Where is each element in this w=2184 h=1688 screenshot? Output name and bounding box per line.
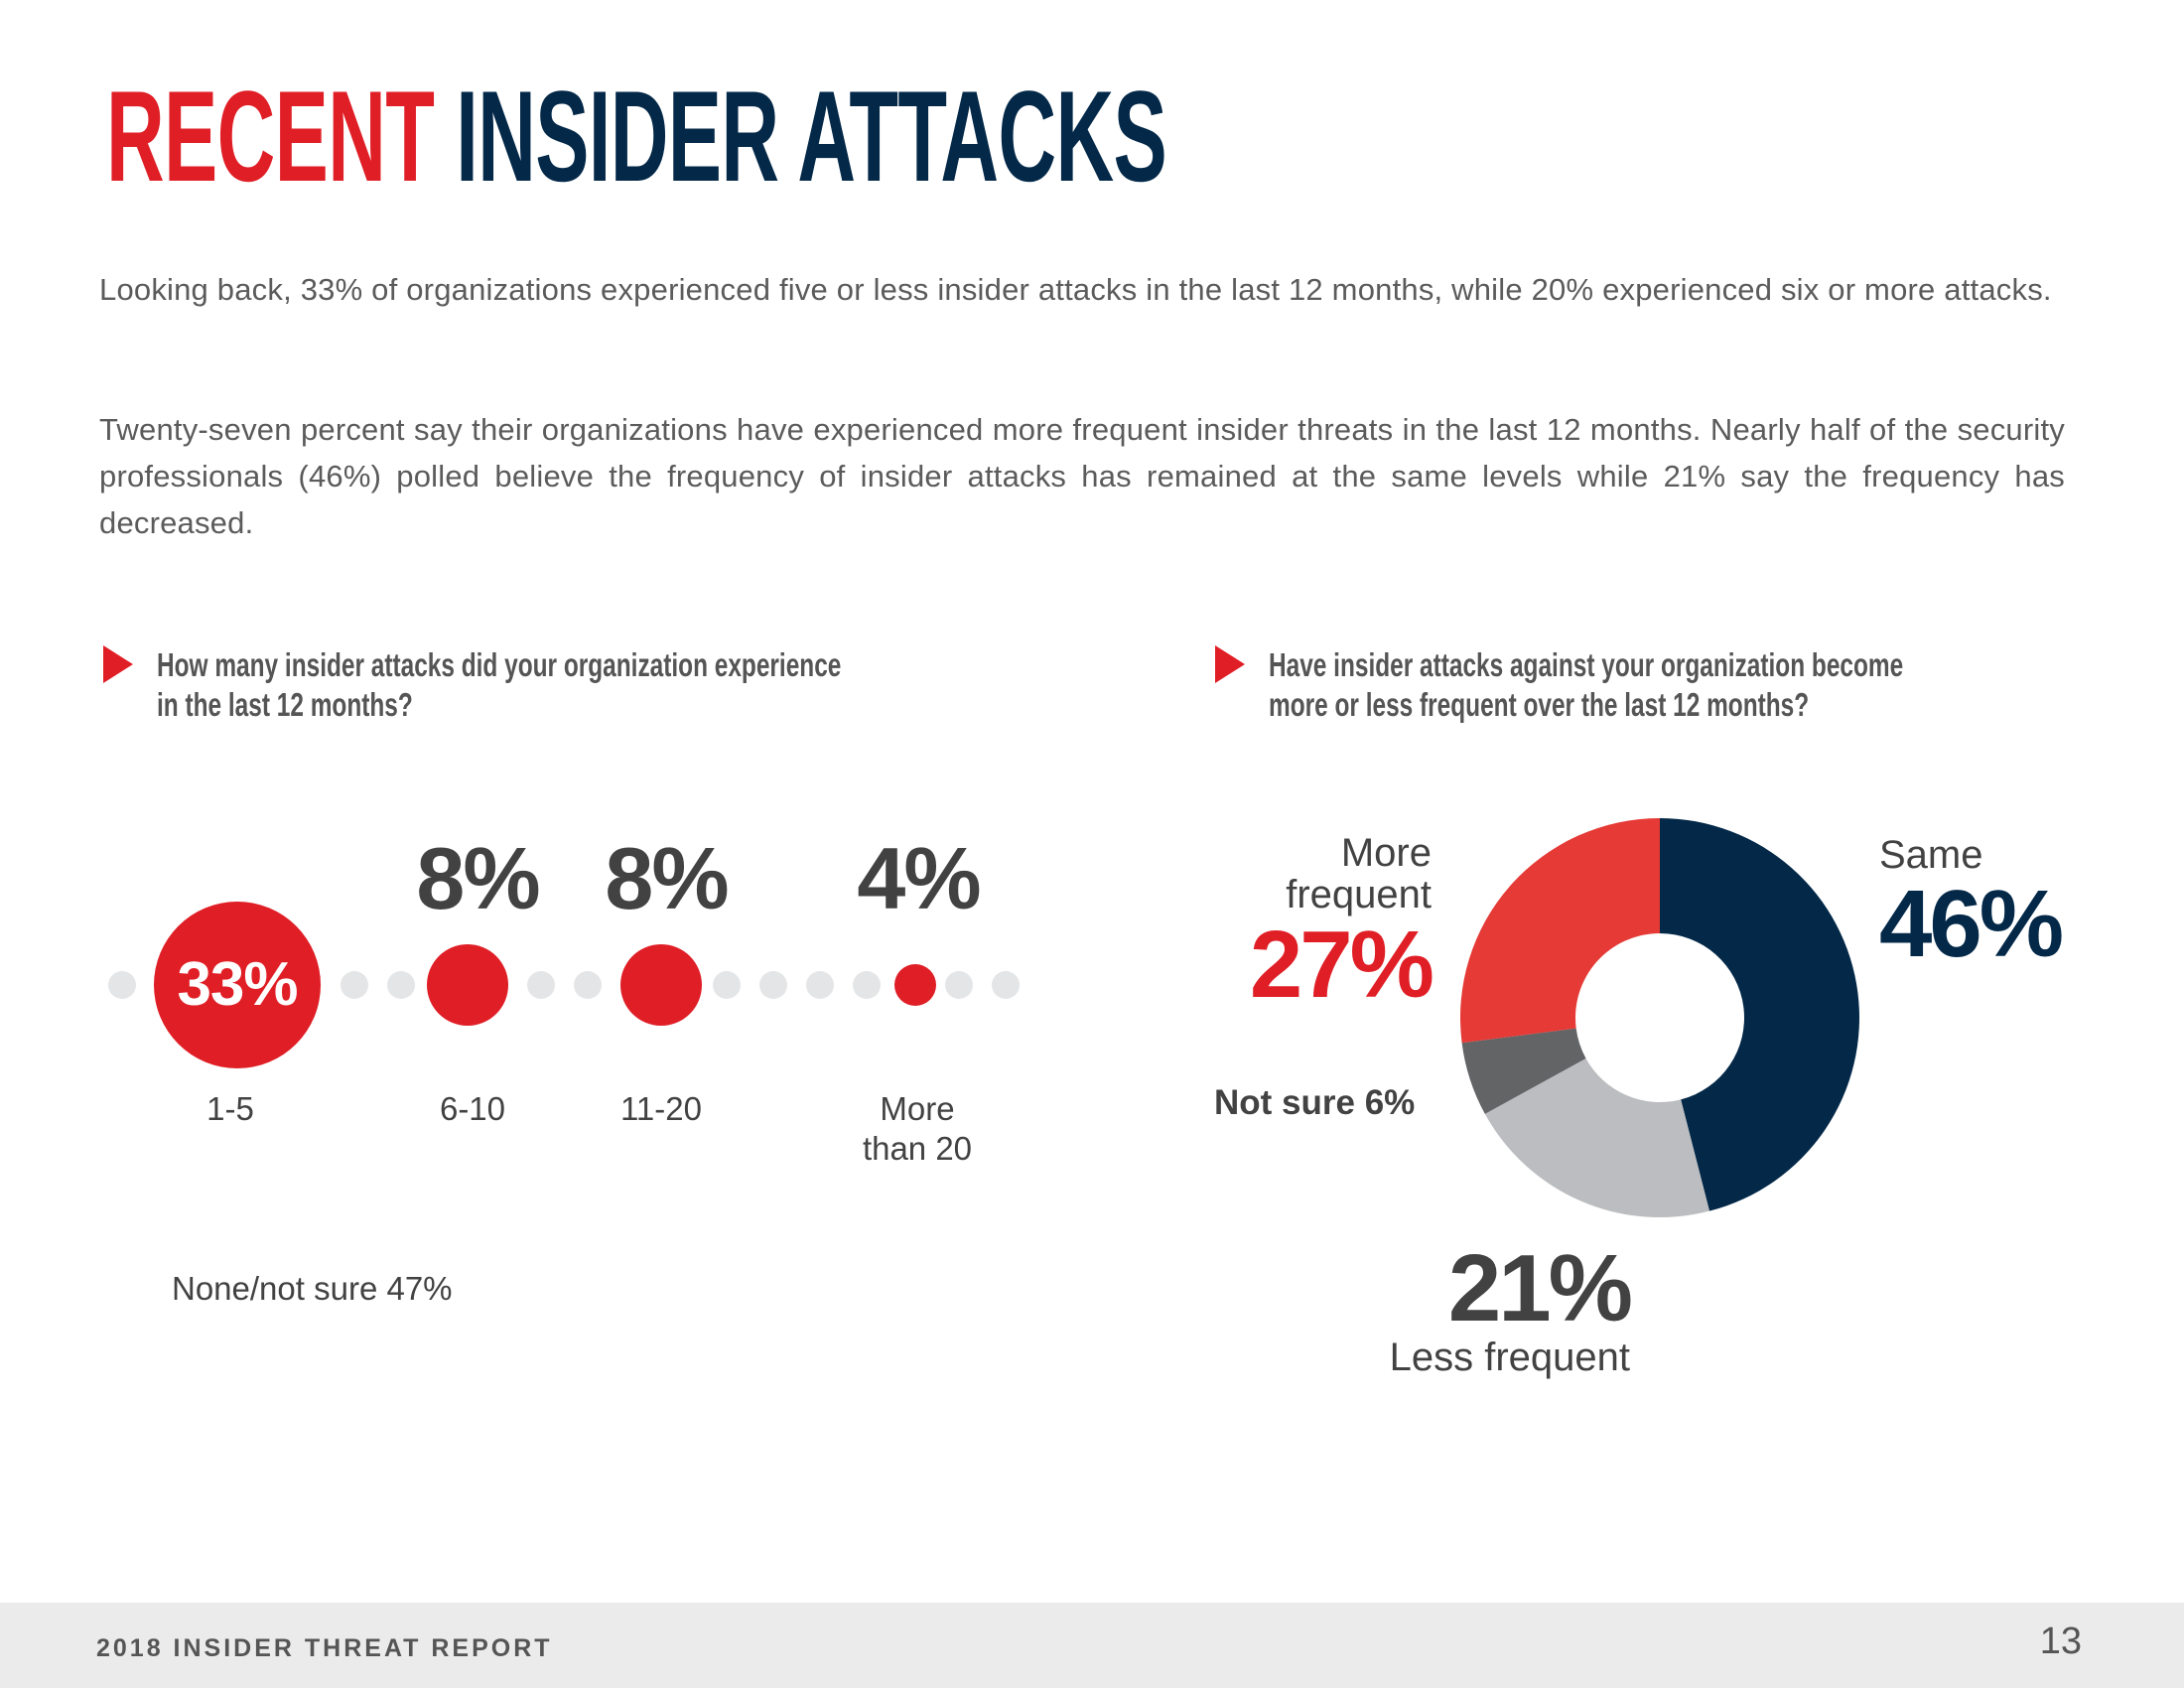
question-left-line-1: How many insider attacks did your organi…: [157, 646, 842, 683]
question-marker-triangle-icon: [1215, 645, 1245, 683]
page-number: 13: [2039, 1620, 2082, 1662]
category-label-line-1: More: [880, 1090, 955, 1127]
donut-label-not-sure: Not sure 6%: [1214, 1083, 1416, 1122]
donut-segment-more-frequent: [1460, 818, 1660, 1044]
title-main-words: INSIDER ATTACKS: [456, 64, 1167, 209]
question-marker-triangle-icon: [103, 645, 133, 683]
track-dot: [341, 971, 368, 999]
attack-count-dot-chart: 33% 8% 8% 4% 1-5 6-10 11-20 More than 20: [0, 0, 1092, 1340]
page-footer: [0, 1603, 2184, 1688]
less-frequent-pct: 21%: [1447, 1235, 1633, 1341]
page-title: RECENT INSIDER ATTACKS: [106, 62, 1167, 211]
question-right: Have insider attacks against your organi…: [1269, 645, 1903, 725]
donut-segment-same: [1660, 818, 1860, 1211]
value-dot-6-10: [427, 944, 508, 1026]
track-dot: [853, 971, 881, 999]
question-left-line-2: in the last 12 months?: [157, 686, 413, 723]
value-pct-11-20: 8%: [605, 829, 729, 927]
donut-segment-not-sure: [1461, 1028, 1586, 1114]
track-dot: [387, 971, 415, 999]
category-label-line-2: than 20: [862, 1130, 973, 1167]
value-pct-6-10: 8%: [416, 829, 540, 927]
none-not-sure-note: None/not sure 47%: [172, 1270, 453, 1307]
category-label-6-10: 6-10: [439, 1090, 506, 1127]
track-dot: [574, 971, 602, 999]
track-dot: [945, 971, 973, 999]
question-right-line-2: more or less frequent over the last 12 m…: [1269, 686, 1810, 723]
value-pct-more-than-20: 4%: [857, 829, 981, 927]
value-dot-more-than-20: [894, 964, 936, 1006]
donut-label-same: Same 46%: [1879, 833, 2064, 977]
category-label-11-20: 11-20: [620, 1090, 702, 1127]
track-dot: [759, 971, 787, 999]
track-dot: [992, 971, 1020, 999]
footer-report-title: 2018 INSIDER THREAT REPORT: [96, 1634, 553, 1662]
intro-paragraph-2: Twenty-seven percent say their organizat…: [99, 412, 2065, 540]
same-label: Same: [1879, 833, 1983, 877]
donut-label-less-frequent: 21% Less frequent: [1389, 1235, 1633, 1379]
more-frequent-pct: 27%: [1249, 912, 1434, 1018]
intro-paragraph-1: Looking back, 33% of organizations exper…: [99, 272, 2052, 307]
donut-label-more-frequent: More frequent 27%: [1249, 831, 1434, 1018]
track-dot: [108, 971, 136, 999]
question-right-line-1: Have insider attacks against your organi…: [1269, 646, 1904, 683]
value-dot-11-20: [620, 944, 702, 1026]
frequency-donut-chart: [1460, 818, 1860, 1217]
track-dot: [713, 971, 741, 999]
donut-segment-less-frequent: [1484, 1057, 1709, 1217]
same-pct: 46%: [1879, 871, 2064, 977]
track-dot: [806, 971, 834, 999]
category-label-1-5: 1-5: [206, 1090, 254, 1127]
less-frequent-label: Less frequent: [1389, 1336, 1630, 1379]
title-accent-word: RECENT: [106, 64, 435, 209]
question-left: How many insider attacks did your organi…: [157, 645, 841, 725]
value-dot-1-5: [154, 902, 321, 1068]
category-label-more-than-20: More than 20: [798, 1089, 1036, 1169]
value-pct-1-5: 33%: [177, 950, 298, 1019]
more-frequent-label-line-1: More: [1340, 831, 1432, 875]
track-dot: [527, 971, 555, 999]
more-frequent-label-line-2: frequent: [1286, 873, 1432, 916]
